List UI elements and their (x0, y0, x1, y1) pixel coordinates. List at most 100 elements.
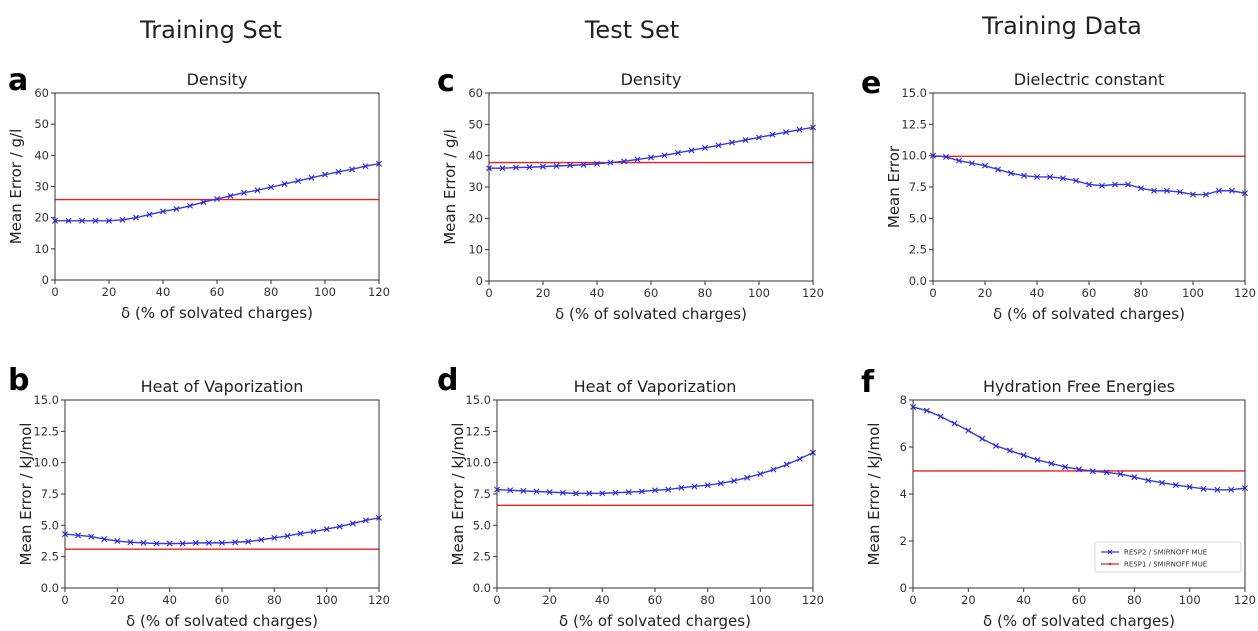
x-tick-label: 120 (802, 593, 824, 607)
x-tick-label: 20 (102, 285, 117, 299)
panel-c: c Density 0 20 40 60 80 100 120 0 10 20 30 40 50 60 δ (%… (437, 64, 824, 323)
resp2-point (717, 480, 724, 487)
resp2-point (1159, 479, 1165, 486)
resp2-point (546, 489, 553, 496)
y-tick-label: 20 (34, 211, 49, 225)
resp2-point (146, 211, 153, 218)
resp2-point (241, 189, 247, 196)
resp2-point (349, 520, 356, 527)
y-axis-label: Mean Error / kJ/mol (17, 423, 35, 566)
resp2-point (757, 470, 764, 477)
plot-frame (488, 92, 814, 282)
resp2-point (499, 165, 506, 172)
resp2-point (702, 144, 708, 151)
y-tick-label: 0.0 (41, 581, 59, 595)
resp2-point (75, 532, 82, 539)
y-tick-label: 12.5 (465, 424, 491, 438)
x-tick-label: 120 (802, 286, 824, 300)
y-axis-label: Mean Error / g/l (7, 129, 25, 245)
resp2-point (1151, 187, 1157, 194)
resp2-point (335, 168, 342, 175)
y-tick-label: 15.0 (33, 393, 59, 407)
x-tick-label: 60 (215, 593, 230, 607)
y-tick-label: 10 (34, 242, 49, 256)
resp2-point (173, 205, 180, 212)
chart-title: Heat of Vaporization (574, 377, 737, 396)
resp2-point (88, 533, 95, 540)
x-tick-label: 80 (700, 593, 715, 607)
y-tick-label: 0.0 (909, 274, 927, 288)
resp2-point (1186, 483, 1193, 490)
resp2-point (621, 158, 627, 165)
legend: RESP2 / SMIRNOFF MUE RESP1 / SMIRNOFF MUE (1094, 541, 1242, 573)
resp2-point (979, 435, 986, 442)
resp2-point (783, 129, 789, 136)
resp2-point (106, 217, 112, 224)
resp2-point (65, 217, 72, 224)
legend-resp1-label: RESP1 / SMIRNOFF MUE (1124, 561, 1207, 569)
x-tick-label: 40 (1016, 593, 1031, 607)
resp2-point (1203, 191, 1209, 198)
resp2-point (349, 166, 355, 173)
plot-frame (496, 399, 814, 589)
y-tick-label: 5.0 (473, 518, 491, 532)
x-tick-label: 100 (1182, 286, 1204, 300)
resp2-point (1073, 177, 1079, 184)
x-tick-label: 120 (1234, 286, 1256, 300)
x-tick-label: 20 (110, 593, 125, 607)
resp2-point (625, 489, 632, 496)
resp2-point (1089, 468, 1096, 475)
resp2-point (533, 488, 540, 495)
x-tick-label: 40 (156, 285, 171, 299)
x-tick-label: 20 (978, 286, 993, 300)
y-tick-label: 12.5 (33, 424, 59, 438)
panel-letter: a (8, 63, 28, 98)
y-tick-label: 2.5 (41, 550, 59, 564)
y-axis-label: Mean Error / g/l (441, 129, 459, 245)
resp2-point (937, 413, 944, 420)
y-tick-label: 0 (476, 274, 483, 288)
resp2-point (1076, 466, 1082, 473)
panel-b: b Heat of Vaporization 0 20 40 60 80 100 120 0.0 2… (8, 363, 390, 630)
resp2-point (245, 538, 252, 545)
y-tick-label: 40 (468, 149, 483, 163)
resp2-point (101, 536, 108, 543)
x-axis-label: δ (% of solvated charges) (126, 612, 318, 630)
y-tick-label: 7.5 (473, 487, 491, 501)
resp2-point (205, 539, 212, 546)
resp2-point (1229, 187, 1235, 194)
x-tick-label: 120 (368, 593, 390, 607)
x-tick-label: 20 (536, 286, 551, 300)
x-axis-label: δ (% of solvated charges) (559, 612, 751, 630)
resp2-point (1021, 172, 1027, 179)
resp2-point (200, 199, 207, 206)
resp2-point (323, 526, 330, 533)
resp2-point (612, 489, 619, 496)
resp2-point (268, 184, 274, 191)
resp2-line (64, 517, 380, 545)
resp2-point (1008, 170, 1014, 177)
resp2-point (704, 482, 711, 489)
resp2-point (691, 483, 698, 490)
legend-box (1094, 541, 1242, 573)
y-tick-label: 2 (900, 534, 907, 548)
resp2-point (1228, 486, 1235, 493)
resp2-point (783, 461, 790, 468)
resp2-point (219, 539, 225, 546)
resp2-point (295, 177, 301, 184)
y-axis-label: Mean Error (885, 145, 903, 228)
resp2-point (675, 149, 681, 156)
x-tick-label: 0 (61, 593, 68, 607)
resp2-point (79, 217, 85, 224)
y-tick-label: 50 (34, 117, 49, 131)
resp2-point (599, 490, 606, 497)
resp2-point (756, 134, 762, 141)
y-tick-label: 12.5 (901, 117, 927, 131)
resp2-point (1172, 482, 1179, 489)
resp2-point (1190, 191, 1196, 198)
plot-frame (932, 92, 1246, 282)
legend-resp1-marker (1108, 562, 1112, 566)
resp2-point (1216, 187, 1222, 194)
legend-resp2-label: RESP2 / SMIRNOFF MUE (1124, 549, 1207, 557)
